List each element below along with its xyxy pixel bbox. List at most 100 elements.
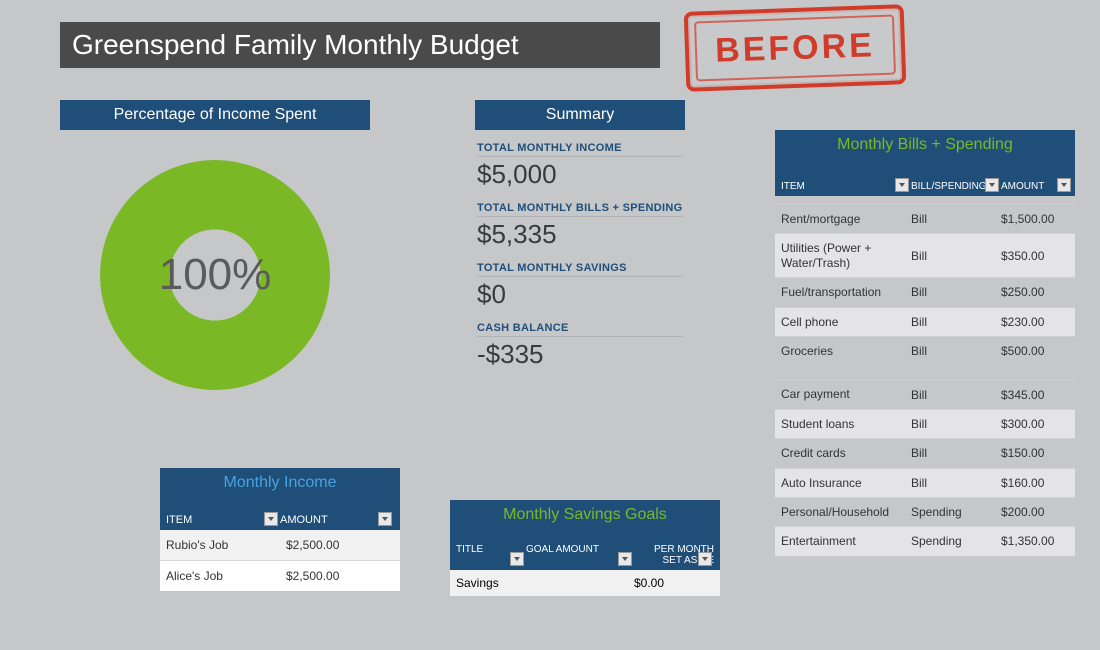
donut-chart: 100% bbox=[100, 160, 330, 390]
cell-type: Spending bbox=[911, 505, 1001, 519]
savings-col-goal-label: GOAL AMOUNT bbox=[526, 544, 599, 555]
dropdown-icon[interactable] bbox=[698, 552, 712, 566]
cell-amount: $500.00 bbox=[1001, 344, 1069, 358]
stamp-text: BEFORE bbox=[715, 26, 876, 71]
bills-section: Monthly Bills + Spending ITEM BILL/SPEND… bbox=[775, 130, 1075, 556]
cell-permonth: $0.00 bbox=[634, 576, 714, 590]
savings-section: Monthly Savings Goals TITLE GOAL AMOUNT … bbox=[450, 500, 720, 596]
savings-table-head: TITLE GOAL AMOUNT PER MONTH SET ASIDE bbox=[450, 530, 720, 570]
cell-goal bbox=[526, 576, 634, 590]
savings-col-permonth: PER MONTH SET ASIDE bbox=[634, 544, 714, 566]
table-row: Savings $0.00 bbox=[450, 570, 720, 596]
savings-col-goal: GOAL AMOUNT bbox=[526, 544, 634, 566]
summary-header: Summary bbox=[475, 100, 685, 130]
table-row: Utilities (Power + Water/Trash)Bill$350.… bbox=[775, 233, 1075, 277]
savings-header-text: Monthly Savings Goals bbox=[503, 506, 667, 523]
summary-section: Summary TOTAL MONTHLY INCOME $5,000 TOTAL … bbox=[475, 100, 685, 376]
cell-amount: $2,500.00 bbox=[280, 530, 400, 560]
page-title-text: Greenspend Family Monthly Budget bbox=[72, 29, 519, 61]
cell-type: Bill bbox=[911, 388, 1001, 402]
cell-amount: $350.00 bbox=[1001, 249, 1069, 263]
bills-col-item-label: ITEM bbox=[781, 181, 805, 192]
income-section: Monthly Income ITEM AMOUNT Rubio's Job$2… bbox=[160, 468, 400, 591]
cell-type: Bill bbox=[911, 476, 1001, 490]
income-col-amount-label: AMOUNT bbox=[280, 514, 328, 526]
dropdown-icon[interactable] bbox=[985, 178, 999, 192]
table-row: Student loansBill$300.00 bbox=[775, 409, 1075, 438]
bills-header-text: Monthly Bills + Spending bbox=[837, 136, 1013, 153]
dropdown-icon[interactable] bbox=[264, 512, 278, 526]
cell-amount: $1,350.00 bbox=[1001, 534, 1069, 548]
dropdown-icon[interactable] bbox=[510, 552, 524, 566]
cell-title: Savings bbox=[456, 576, 526, 590]
dropdown-icon[interactable] bbox=[895, 178, 909, 192]
cell-amount: $300.00 bbox=[1001, 417, 1069, 431]
summary-label: CASH BALANCE bbox=[477, 322, 683, 337]
bills-col-type-label: BILL/SPENDING bbox=[911, 181, 987, 192]
cell-type: Bill bbox=[911, 344, 1001, 358]
donut-center-label: 100% bbox=[159, 250, 272, 300]
table-row: EntertainmentSpending$1,350.00 bbox=[775, 526, 1075, 555]
summary-value: $0 bbox=[477, 279, 683, 310]
table-row: Rent/mortgageBill$1,500.00 bbox=[775, 204, 1075, 233]
cell-item: Rubio's Job bbox=[160, 530, 280, 560]
table-row: Auto InsuranceBill$160.00 bbox=[775, 468, 1075, 497]
cell-amount: $150.00 bbox=[1001, 446, 1069, 460]
cell-item: Rent/mortgage bbox=[781, 212, 911, 226]
percentage-header-text: Percentage of Income Spent bbox=[114, 106, 317, 123]
cell-amount: $2,500.00 bbox=[280, 561, 400, 591]
cell-type: Bill bbox=[911, 417, 1001, 431]
income-col-amount: AMOUNT bbox=[280, 514, 394, 526]
dropdown-icon[interactable] bbox=[618, 552, 632, 566]
cell-amount: $160.00 bbox=[1001, 476, 1069, 490]
cell-amount: $200.00 bbox=[1001, 505, 1069, 519]
cell-item: Auto Insurance bbox=[781, 476, 911, 490]
summary-header-text: Summary bbox=[546, 106, 614, 123]
savings-col-title-label: TITLE bbox=[456, 544, 483, 555]
cell-item: Credit cards bbox=[781, 446, 911, 460]
table-row: Alice's Job$2,500.00 bbox=[160, 560, 400, 591]
table-row: GroceriesBill$500.00 bbox=[775, 336, 1075, 365]
dropdown-icon[interactable] bbox=[378, 512, 392, 526]
summary-label: TOTAL MONTHLY INCOME bbox=[477, 142, 683, 157]
table-row: Credit cardsBill$150.00 bbox=[775, 438, 1075, 467]
cell-type: Bill bbox=[911, 285, 1001, 299]
savings-col-title: TITLE bbox=[456, 544, 526, 566]
cell-item: Groceries bbox=[781, 344, 911, 358]
dropdown-icon[interactable] bbox=[1057, 178, 1071, 192]
summary-label: TOTAL MONTHLY SAVINGS bbox=[477, 262, 683, 277]
income-col-item: ITEM bbox=[166, 514, 280, 526]
cell-item: Cell phone bbox=[781, 315, 911, 329]
spacer bbox=[775, 365, 1075, 379]
table-row: Car paymentBill$345.00 bbox=[775, 379, 1075, 408]
table-row: Rubio's Job$2,500.00 bbox=[160, 530, 400, 560]
cell-type: Bill bbox=[911, 212, 1001, 226]
summary-value: $5,335 bbox=[477, 219, 683, 250]
page-title: Greenspend Family Monthly Budget bbox=[60, 22, 660, 68]
cell-item: Car payment bbox=[781, 387, 911, 401]
cell-type: Spending bbox=[911, 534, 1001, 548]
cell-item: Personal/Household bbox=[781, 505, 911, 519]
cell-type: Bill bbox=[911, 315, 1001, 329]
cell-amount: $230.00 bbox=[1001, 315, 1069, 329]
income-col-item-label: ITEM bbox=[166, 514, 192, 526]
bills-table-body: Rent/mortgageBill$1,500.00Utilities (Pow… bbox=[775, 204, 1075, 556]
table-row: Fuel/transportationBill$250.00 bbox=[775, 277, 1075, 306]
income-header-text: Monthly Income bbox=[224, 474, 337, 491]
percentage-header: Percentage of Income Spent bbox=[60, 100, 370, 130]
cell-item: Fuel/transportation bbox=[781, 285, 911, 299]
percentage-section: Percentage of Income Spent 100% bbox=[60, 100, 370, 390]
cell-amount: $345.00 bbox=[1001, 388, 1069, 402]
income-table-body: Rubio's Job$2,500.00Alice's Job$2,500.00 bbox=[160, 530, 400, 591]
summary-value: $5,000 bbox=[477, 159, 683, 190]
cell-item: Alice's Job bbox=[160, 561, 280, 591]
summary-label: TOTAL MONTHLY BILLS + SPENDING bbox=[477, 202, 683, 217]
cell-amount: $250.00 bbox=[1001, 285, 1069, 299]
bills-table-head: ITEM BILL/SPENDING AMOUNT bbox=[775, 159, 1075, 196]
table-row: Personal/HouseholdSpending$200.00 bbox=[775, 497, 1075, 526]
savings-header: Monthly Savings Goals bbox=[450, 500, 720, 530]
cell-amount: $1,500.00 bbox=[1001, 212, 1069, 226]
savings-table-body: Savings $0.00 bbox=[450, 570, 720, 596]
cell-type: Bill bbox=[911, 446, 1001, 460]
cell-type: Bill bbox=[911, 249, 1001, 263]
